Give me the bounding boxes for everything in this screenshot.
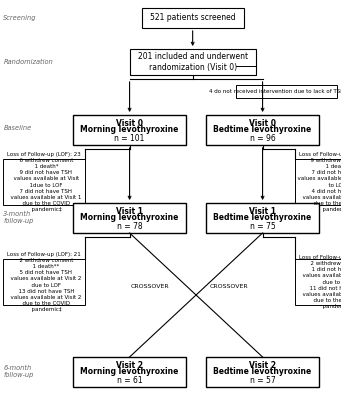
Text: CROSSOVER: CROSSOVER [131, 284, 169, 288]
Text: Randomization: Randomization [3, 59, 53, 65]
Text: Loss of Follow-up (LOF): 21
  9 withdrew consent
  1 death*
  7 did not have TSH: Loss of Follow-up (LOF): 21 9 withdrew c… [294, 152, 341, 212]
Text: Morning levothyroxine: Morning levothyroxine [80, 213, 179, 222]
Text: Visit 2: Visit 2 [249, 361, 276, 370]
Text: Visit 1: Visit 1 [116, 207, 143, 216]
Text: 4 do not received intervention due to lack of TSH results: 4 do not received intervention due to la… [209, 89, 341, 94]
Text: Loss of Follow-up (LOF): 21
  2 withdrew consent
  1 death**
  5 did not have TS: Loss of Follow-up (LOF): 21 2 withdrew c… [7, 252, 81, 312]
Text: Bedtime levothyroxine: Bedtime levothyroxine [213, 125, 312, 134]
Text: n = 96: n = 96 [250, 134, 276, 142]
Bar [3, 159, 85, 205]
Text: n = 57: n = 57 [250, 376, 276, 385]
Text: Visit 0: Visit 0 [249, 119, 276, 128]
Bar [295, 259, 341, 305]
Bar [73, 203, 186, 233]
Text: 201 included and underwent
randomization (Visit 0): 201 included and underwent randomization… [138, 52, 248, 72]
Bar [73, 115, 186, 145]
Bar [142, 8, 244, 28]
Text: Screening: Screening [3, 15, 37, 21]
Text: Baseline: Baseline [3, 125, 32, 131]
Text: Bedtime levothyroxine: Bedtime levothyroxine [213, 213, 312, 222]
Bar [130, 49, 256, 75]
Bar [3, 259, 85, 305]
Text: Morning levothyroxine: Morning levothyroxine [80, 125, 179, 134]
Text: CROSSOVER: CROSSOVER [209, 284, 248, 288]
Text: n = 61: n = 61 [117, 376, 143, 385]
Bar [206, 357, 319, 387]
Text: n = 78: n = 78 [117, 222, 143, 230]
Text: Morning levothyroxine: Morning levothyroxine [80, 367, 179, 376]
Text: Loss of Follow-up (LOF): 23
  6 withdrew consent
  1 death*
  9 did not have TSH: Loss of Follow-up (LOF): 23 6 withdrew c… [7, 152, 81, 212]
Text: Visit 1: Visit 1 [249, 207, 276, 216]
Text: n = 75: n = 75 [250, 222, 276, 230]
Text: Visit 2: Visit 2 [116, 361, 143, 370]
Text: 3-month
follow-up: 3-month follow-up [3, 212, 34, 224]
Bar [206, 203, 319, 233]
Text: n = 101: n = 101 [114, 134, 145, 142]
Text: Loss of Follow-up (LOF): 14
  2 withdrew consent
  1 did not have TSH
  values a: Loss of Follow-up (LOF): 14 2 withdrew c… [299, 255, 341, 309]
Text: 521 patients screened: 521 patients screened [150, 14, 236, 22]
Text: 6-month
follow-up: 6-month follow-up [3, 366, 34, 378]
Text: Bedtime levothyroxine: Bedtime levothyroxine [213, 367, 312, 376]
Bar [73, 357, 186, 387]
Bar [236, 84, 337, 98]
Bar [206, 115, 319, 145]
Text: Visit 0: Visit 0 [116, 119, 143, 128]
Bar [295, 159, 341, 205]
